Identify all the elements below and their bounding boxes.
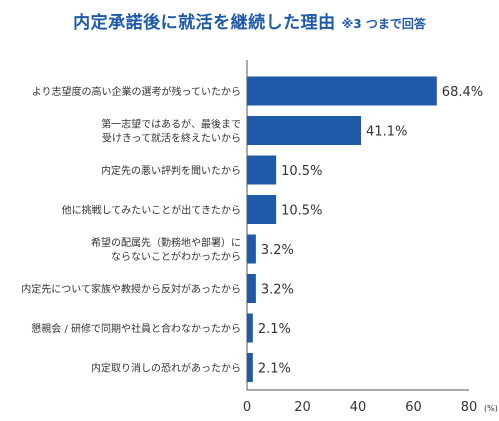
value-label: 41.1% [366,125,407,140]
value-label: 10.5% [281,204,322,219]
value-label: 3.2% [261,283,294,298]
bar [247,274,256,303]
category-label: より志望度の高い企業の選考が残っていたから [32,85,241,98]
bar [247,155,277,185]
category-label: 希望の配属先（勤務地や部署）に [91,236,241,249]
x-tick-label: 20 [294,400,311,415]
value-label: 10.5% [281,164,322,179]
category-label: 内定先について家族や教授から反対があったから [21,283,241,296]
chart-subtitle: ※3 つまで回答 [341,17,426,31]
bar [247,313,253,343]
value-label: 3.2% [261,243,294,258]
bar [247,76,437,106]
x-tick-label: 40 [350,400,367,415]
bar [247,116,362,145]
category-label: 内定取り消しの恐れがあったから [91,362,241,375]
value-label: 68.4% [442,85,483,100]
category-label: ならないことがわかったから [111,250,241,263]
bar [247,234,256,264]
x-unit-label: (%) [484,404,498,413]
bar [247,195,277,224]
bar [247,353,253,382]
title-row: 内定承諾後に就活を継続した理由 ※3 つまで回答 [0,8,499,33]
category-label: 内定先の悪い評判を聞いたから [101,164,241,177]
category-label: 懇親会 / 研修で同期や社員と合わなかったから [31,322,241,335]
value-label: 2.1% [258,322,291,337]
x-tick-label: 0 [243,400,251,415]
category-label: 受けきって就活を終えたいから [102,132,241,145]
value-label: 2.1% [258,362,291,377]
category-label: 第一志望ではあるが、最後まで [101,118,241,131]
category-label: 他に挑戦してみたいことが出てきたから [62,204,241,217]
x-tick-label: 60 [405,400,422,415]
x-tick-label: 80 [461,400,478,415]
chart-title: 内定承諾後に就活を継続した理由 [73,13,336,33]
